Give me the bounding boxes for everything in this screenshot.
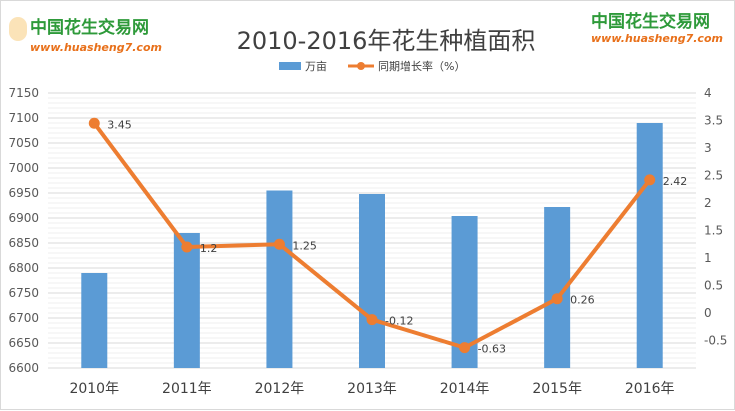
y-left-tick: 7150 — [8, 86, 39, 100]
bar — [359, 194, 385, 368]
data-label: -0.63 — [478, 343, 506, 356]
x-tick: 2014年 — [440, 381, 490, 397]
growth-point — [459, 342, 471, 354]
x-tick: 2016年 — [625, 381, 675, 397]
bar — [636, 123, 663, 368]
data-label: 3.45 — [107, 118, 131, 131]
bar — [81, 273, 108, 368]
logo-bottom-right: 中国花生交易网 www.huasheng7.com — [591, 7, 723, 45]
growth-point — [366, 314, 378, 326]
legend-bar-swatch — [279, 62, 301, 70]
x-tick: 2011年 — [162, 381, 212, 397]
growth-point — [644, 174, 656, 186]
x-tick: 2012年 — [255, 381, 305, 397]
chart-title: 2010-2016年花生种植面积 — [237, 27, 536, 55]
y-left-tick: 6650 — [8, 336, 39, 350]
legend-line-marker — [357, 62, 365, 70]
y-left-tick: 6850 — [8, 236, 39, 250]
data-label: 1.2 — [200, 242, 218, 255]
bar — [266, 190, 293, 368]
growth-point — [181, 241, 193, 253]
x-tick: 2010年 — [69, 381, 119, 397]
growth-point — [88, 117, 100, 129]
peanut-logo-icon — [9, 16, 27, 41]
data-label: 2.42 — [663, 175, 688, 188]
legend-line-label: 同期增长率（%） — [378, 59, 465, 73]
data-label: 0.26 — [570, 294, 595, 307]
x-tick: 2015年 — [532, 381, 582, 397]
y-right-tick: 4 — [704, 86, 712, 100]
y-right-tick: 0.5 — [704, 279, 723, 293]
logo-name: 中国花生交易网 — [591, 12, 710, 32]
bar — [173, 233, 200, 368]
logo-url: www.huasheng7.com — [30, 40, 162, 54]
y-left-tick: 6600 — [8, 361, 39, 375]
y-left-tick: 6750 — [8, 286, 39, 300]
logo-url: www.huasheng7.com — [591, 32, 723, 45]
y-left-tick: 7000 — [8, 161, 39, 175]
y-left-tick: 7100 — [8, 111, 39, 125]
y-right-tick: 3.5 — [704, 114, 723, 128]
y-left-tick: 6900 — [8, 211, 39, 225]
logo-name: 中国花生交易网 — [30, 18, 149, 38]
logo-top-left: 中国花生交易网 www.huasheng7.com — [9, 13, 162, 54]
y-left-tick: 6800 — [8, 261, 39, 275]
y-right-tick: 2 — [704, 196, 712, 210]
data-label: 1.25 — [292, 239, 317, 252]
data-label: -0.12 — [385, 315, 413, 328]
x-tick: 2013年 — [347, 381, 397, 397]
y-right-tick: 1 — [704, 251, 712, 265]
y-left-tick: 6950 — [8, 186, 39, 200]
y-right-tick: 3 — [704, 141, 712, 155]
y-right-tick: 1.5 — [704, 224, 723, 238]
y-left-tick: 6700 — [8, 311, 39, 325]
y-right-tick: 2.5 — [704, 169, 723, 183]
y-left-tick: 7050 — [8, 136, 39, 150]
legend-bar-label: 万亩 — [305, 59, 327, 73]
y-right-tick: 0 — [704, 306, 712, 320]
growth-point — [273, 238, 285, 250]
y-right-tick: -0.5 — [704, 334, 727, 348]
growth-point — [551, 293, 563, 305]
